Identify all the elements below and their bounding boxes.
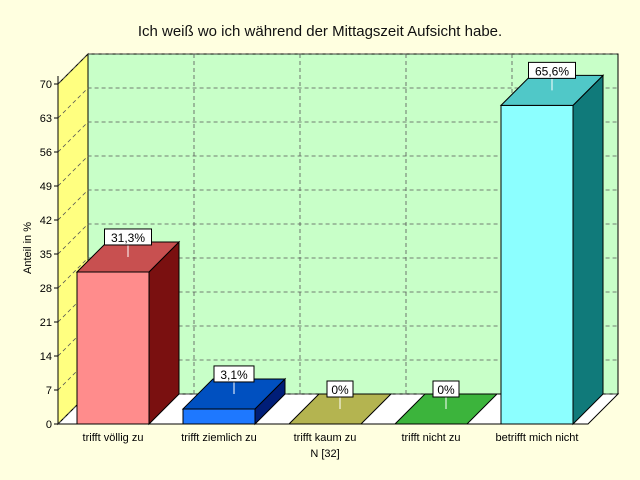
bar-side — [148, 240, 180, 426]
bar-1: 31,3% — [75, 228, 181, 426]
bar-front — [76, 271, 150, 425]
y-tick-label: 56 — [40, 147, 52, 159]
bar-side — [572, 74, 604, 426]
y-tick-label: 70 — [40, 79, 52, 91]
gridline-y — [57, 223, 618, 255]
y-tick-label: 28 — [40, 283, 52, 295]
data-label: 3,1% — [220, 368, 248, 382]
bar-front — [182, 408, 256, 425]
gridline-y — [57, 87, 618, 119]
y-tick-label: 42 — [40, 215, 52, 227]
gridline-y — [57, 53, 618, 85]
data-label-box — [213, 365, 255, 383]
y-tick-label: 7 — [46, 385, 52, 397]
gridline-y — [57, 257, 618, 289]
data-label-box — [326, 380, 354, 398]
y-tick-label: 49 — [40, 181, 52, 193]
category-label: trifft völlig zu — [83, 432, 144, 444]
category-label: betrifft mich nicht — [496, 432, 579, 444]
data-label: 31,3% — [111, 231, 145, 245]
y-tick-label: 21 — [40, 317, 52, 329]
data-label-box — [432, 380, 460, 398]
data-label: 0% — [437, 383, 455, 397]
gridline-y — [57, 189, 618, 221]
bar-2: 3,1% — [181, 365, 287, 426]
data-label-box — [104, 228, 152, 246]
y-tick-label: 35 — [40, 249, 52, 261]
bar-5: 65,6% — [499, 61, 605, 426]
y-axis-title: Anteil in % — [22, 222, 34, 274]
y-tick-label: 14 — [40, 351, 52, 363]
data-label: 0% — [331, 383, 349, 397]
gridline-y — [57, 121, 618, 153]
bar-3: 0% — [287, 380, 393, 425]
bar-front — [500, 104, 574, 425]
y-tick-label: 63 — [40, 113, 52, 125]
gridline-y — [57, 155, 618, 187]
category-label: trifft kaum zu — [294, 432, 357, 444]
data-label: 65,6% — [535, 64, 569, 78]
x-axis-title: N [32] — [310, 448, 339, 460]
data-label-box — [528, 61, 576, 79]
chart-title: Ich weiß wo ich während der Mittagszeit … — [138, 23, 502, 40]
y-tick-label: 0 — [46, 419, 52, 431]
category-label: trifft nicht zu — [401, 432, 460, 444]
category-label: trifft ziemlich zu — [181, 432, 257, 444]
bar-4: 0% — [393, 380, 499, 425]
